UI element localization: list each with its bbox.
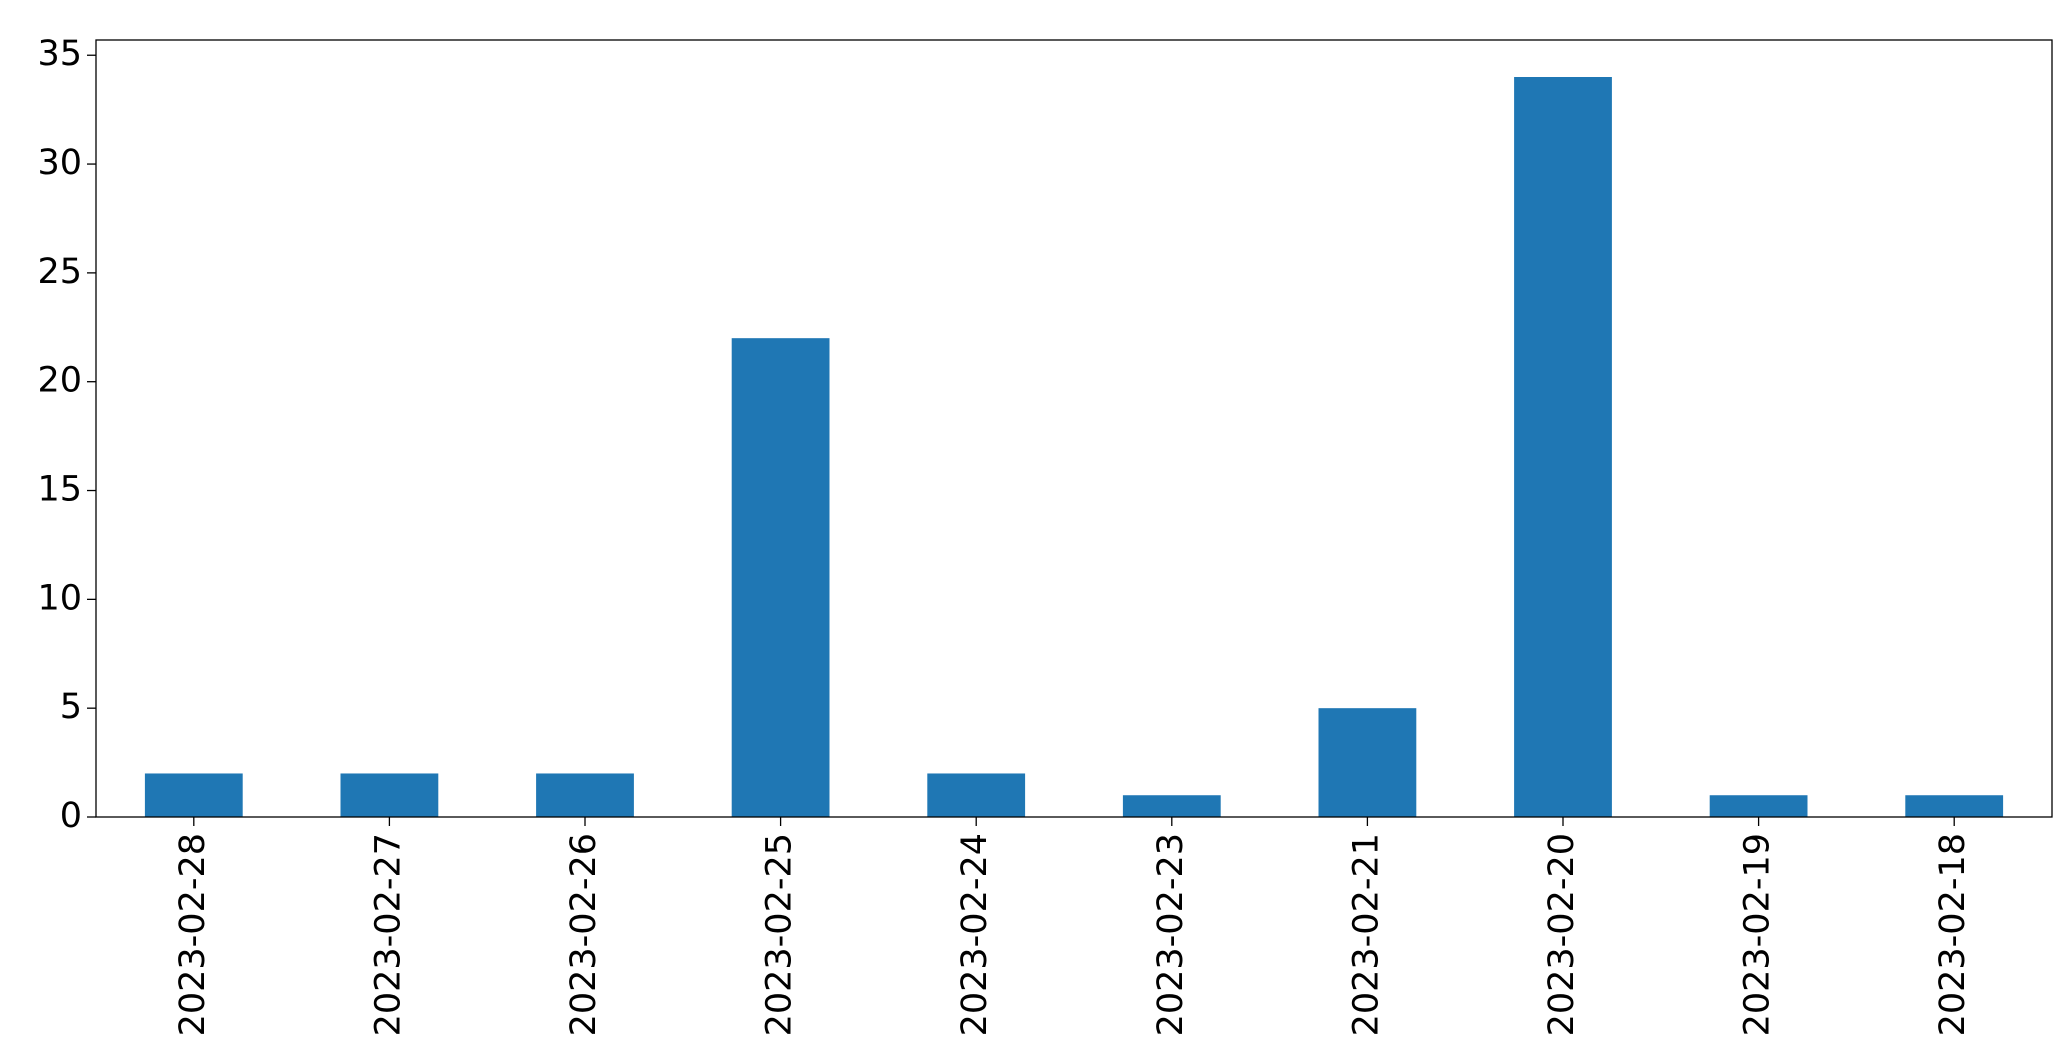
- x-tick-label: 2023-02-28: [173, 833, 213, 1036]
- x-tick-label: 2023-02-24: [955, 833, 995, 1036]
- x-tick-label: 2023-02-25: [760, 833, 800, 1036]
- bar: [536, 773, 634, 817]
- bar: [1709, 795, 1808, 817]
- y-tick-label: 25: [37, 252, 82, 292]
- bar: [731, 338, 830, 817]
- y-tick-label: 30: [37, 143, 82, 183]
- bar: [1318, 708, 1417, 817]
- x-tick-label: 2023-02-18: [1933, 833, 1973, 1036]
- y-tick-label: 20: [37, 361, 82, 401]
- x-tick-label: 2023-02-23: [1151, 833, 1191, 1036]
- y-tick-label: 35: [37, 34, 82, 74]
- x-tick-label: 2023-02-26: [564, 833, 604, 1036]
- bar: [927, 773, 1026, 817]
- x-tick-label: 2023-02-19: [1738, 833, 1778, 1036]
- x-tick-label: 2023-02-20: [1542, 833, 1582, 1036]
- x-tick-label: 2023-02-21: [1346, 833, 1386, 1036]
- x-tick-label: 2023-02-27: [368, 833, 408, 1036]
- bar: [1514, 77, 1612, 817]
- y-tick-label: 5: [60, 687, 82, 727]
- plot-frame: [95, 39, 2053, 818]
- y-tick-label: 10: [37, 578, 82, 618]
- y-tick-label: 0: [60, 796, 82, 836]
- bar: [1122, 795, 1221, 817]
- y-tick-label: 15: [37, 470, 82, 510]
- bar: [340, 773, 439, 817]
- bar: [144, 773, 243, 817]
- bar: [1905, 795, 2004, 817]
